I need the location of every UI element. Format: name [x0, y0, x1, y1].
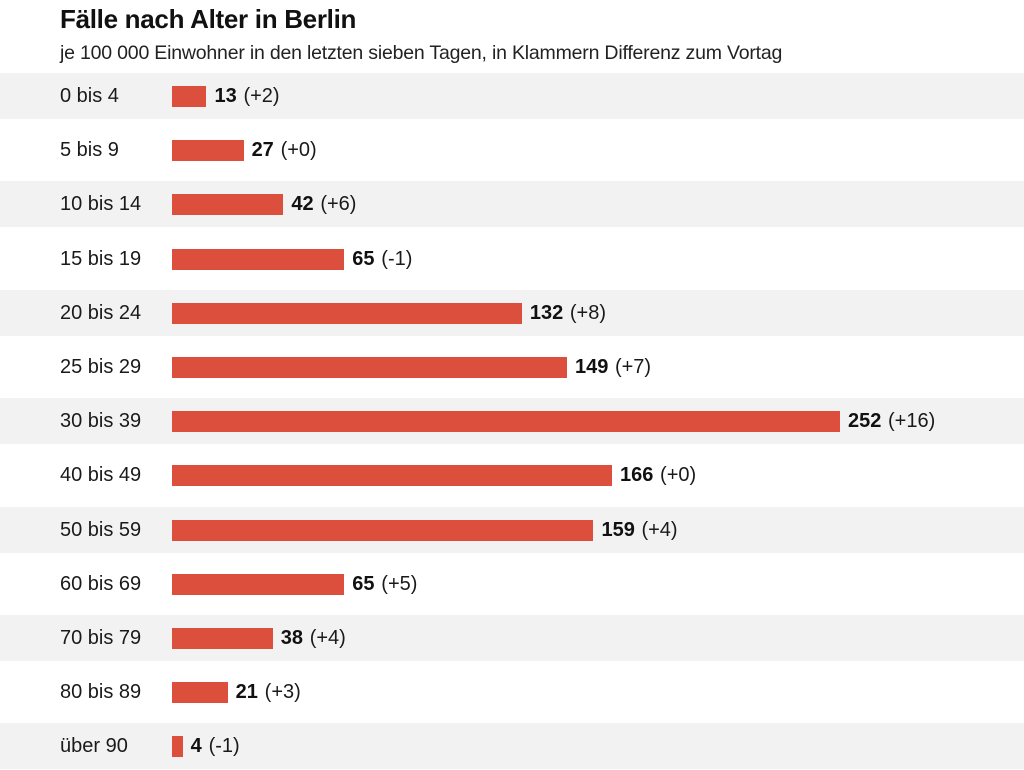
difference-label: (-1) [381, 247, 413, 270]
bar [172, 465, 613, 487]
category-label: 5 bis 9 [60, 139, 119, 162]
difference-label: (+8) [569, 301, 607, 324]
difference-label: (+5) [381, 572, 418, 595]
value-label: 38 [280, 627, 303, 649]
difference-label: (+4) [641, 518, 678, 541]
value-label: 13 [214, 85, 237, 107]
chart-row: 0 bis 4 13 (+2) [0, 73, 1024, 119]
category-label: 10 bis 14 [60, 193, 142, 216]
value-label: 252 [848, 410, 882, 433]
bar [172, 519, 594, 541]
value-label: 149 [574, 356, 609, 378]
category-label: 70 bis 79 [60, 627, 142, 649]
value-label: 4 [190, 735, 202, 758]
difference-label: (+0) [660, 464, 697, 487]
difference-label: (+3) [264, 681, 301, 704]
chart-row: 20 bis 24 132 (+8) [0, 289, 1024, 336]
chart-row: 5 bis 9 27 (+0) [0, 127, 1024, 173]
category-label: 50 bis 59 [60, 518, 142, 541]
category-label: 80 bis 89 [60, 681, 142, 704]
category-label: 15 bis 19 [60, 247, 142, 270]
chart-row: 30 bis 39 252 (+16) [0, 398, 1024, 445]
value-label: 132 [529, 301, 564, 324]
category-label: über 90 [60, 735, 128, 758]
chart-row: 40 bis 49 166 (+0) [0, 452, 1024, 498]
category-label: 30 bis 39 [60, 410, 142, 433]
category-label: 60 bis 69 [60, 572, 142, 595]
chart-row: über 90 4 (-1) [0, 723, 1024, 770]
bar [172, 682, 228, 704]
bar [172, 302, 522, 324]
chart-row: 70 bis 79 38 (+4) [0, 615, 1024, 661]
category-label: 0 bis 4 [60, 85, 119, 107]
bar [172, 411, 840, 433]
difference-label: (+7) [614, 356, 652, 378]
bar [172, 140, 244, 162]
chart-row: 15 bis 19 65 (-1) [0, 236, 1024, 282]
value-label: 21 [235, 681, 258, 704]
difference-label: (+2) [243, 85, 280, 107]
bar [172, 86, 207, 107]
chart-subtitle: je 100 000 Einwohner in den letzten sieb… [60, 42, 783, 64]
category-label: 20 bis 24 [60, 301, 142, 324]
category-label: 40 bis 49 [60, 464, 142, 487]
bar [172, 628, 273, 649]
difference-label: (+6) [320, 193, 357, 216]
chart-row: 80 bis 89 21 (+3) [0, 669, 1024, 715]
value-label: 27 [251, 139, 274, 162]
value-label: 65 [352, 247, 375, 270]
difference-label: (+4) [309, 627, 346, 649]
value-label: 65 [352, 572, 375, 595]
category-label: 25 bis 29 [60, 356, 142, 378]
value-label: 42 [291, 193, 314, 216]
difference-label: (+16) [888, 410, 936, 433]
chart-row: 50 bis 59 159 (+4) [0, 506, 1024, 553]
bar [172, 573, 345, 595]
bar [172, 248, 345, 270]
difference-label: (-1) [208, 735, 240, 758]
chart-row: 10 bis 14 42 (+6) [0, 181, 1024, 228]
value-label: 166 [620, 464, 654, 487]
bar [172, 736, 183, 758]
chart-row: 25 bis 29 149 (+7) [0, 344, 1024, 390]
value-label: 159 [601, 518, 635, 541]
difference-label: (+0) [280, 139, 317, 162]
bar [172, 194, 284, 216]
bar [172, 357, 567, 378]
chart-title: Fälle nach Alter in Berlin [60, 4, 357, 34]
chart-row: 60 bis 69 65 (+5) [0, 561, 1024, 607]
